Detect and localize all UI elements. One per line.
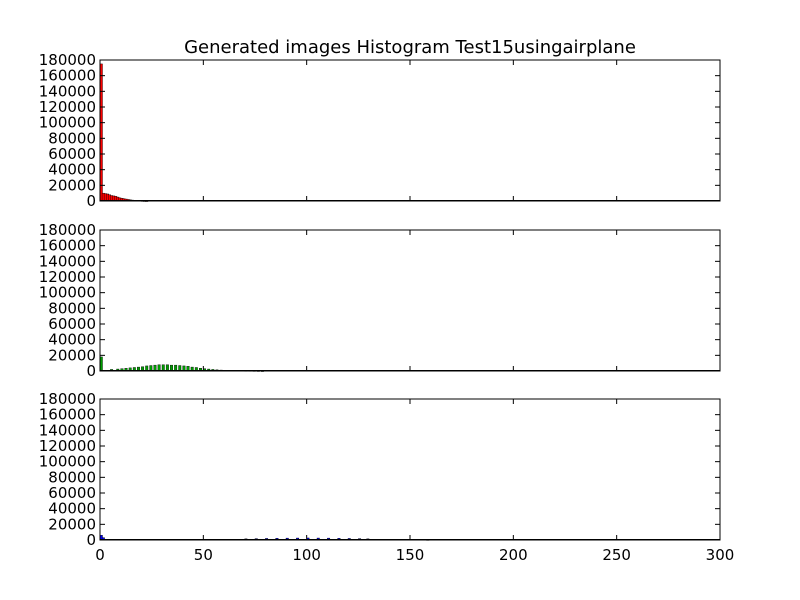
y-tick-label: 120000 [39,437,96,455]
y-tick-label: 40000 [48,161,96,179]
y-tick-label: 140000 [39,82,96,100]
panel-1: 0200004000060000800001000001200001400001… [39,51,721,210]
y-tick-label: 100000 [39,114,96,132]
y-tick-label: 160000 [39,67,96,85]
y-tick-label: 80000 [48,468,96,486]
y-tick-label: 20000 [48,515,96,533]
y-tick-label: 20000 [48,176,96,194]
panel-2: 0200004000060000800001000001200001400001… [39,221,721,380]
y-tick-label: 180000 [39,390,96,408]
y-tick-label: 140000 [39,421,96,439]
panel-3: 0200004000060000800001000001200001400001… [39,390,735,564]
x-tick-label: 300 [706,546,735,564]
y-tick-label: 160000 [39,237,96,255]
y-tick-label: 0 [86,531,96,549]
y-tick-label: 0 [86,192,96,210]
y-tick-label: 180000 [39,51,96,69]
y-tick-label: 100000 [39,453,96,471]
y-tick-label: 40000 [48,331,96,349]
y-tick-label: 60000 [48,145,96,163]
y-tick-label: 80000 [48,129,96,147]
y-tick-label: 100000 [39,284,96,302]
x-tick-label: 100 [292,546,321,564]
y-tick-label: 120000 [39,268,96,286]
y-tick-label: 80000 [48,299,96,317]
panel-frame [99,229,721,372]
x-tick-label: 250 [602,546,631,564]
panel-frame [99,59,721,202]
x-tick-label: 150 [396,546,425,564]
y-tick-label: 180000 [39,221,96,239]
y-tick-label: 120000 [39,98,96,116]
panel-frame [99,398,721,541]
y-tick-label: 40000 [48,500,96,518]
panels-layer: 0200004000060000800001000001200001400001… [39,51,735,564]
chart-title: Generated images Histogram Test15usingai… [184,37,636,58]
y-tick-label: 20000 [48,346,96,364]
y-tick-label: 140000 [39,252,96,270]
y-tick-label: 0 [86,362,96,380]
y-tick-label: 60000 [48,315,96,333]
x-tick-label: 50 [194,546,213,564]
y-tick-label: 160000 [39,406,96,424]
x-tick-label: 0 [95,546,105,564]
y-tick-label: 60000 [48,484,96,502]
x-tick-label: 200 [499,546,528,564]
